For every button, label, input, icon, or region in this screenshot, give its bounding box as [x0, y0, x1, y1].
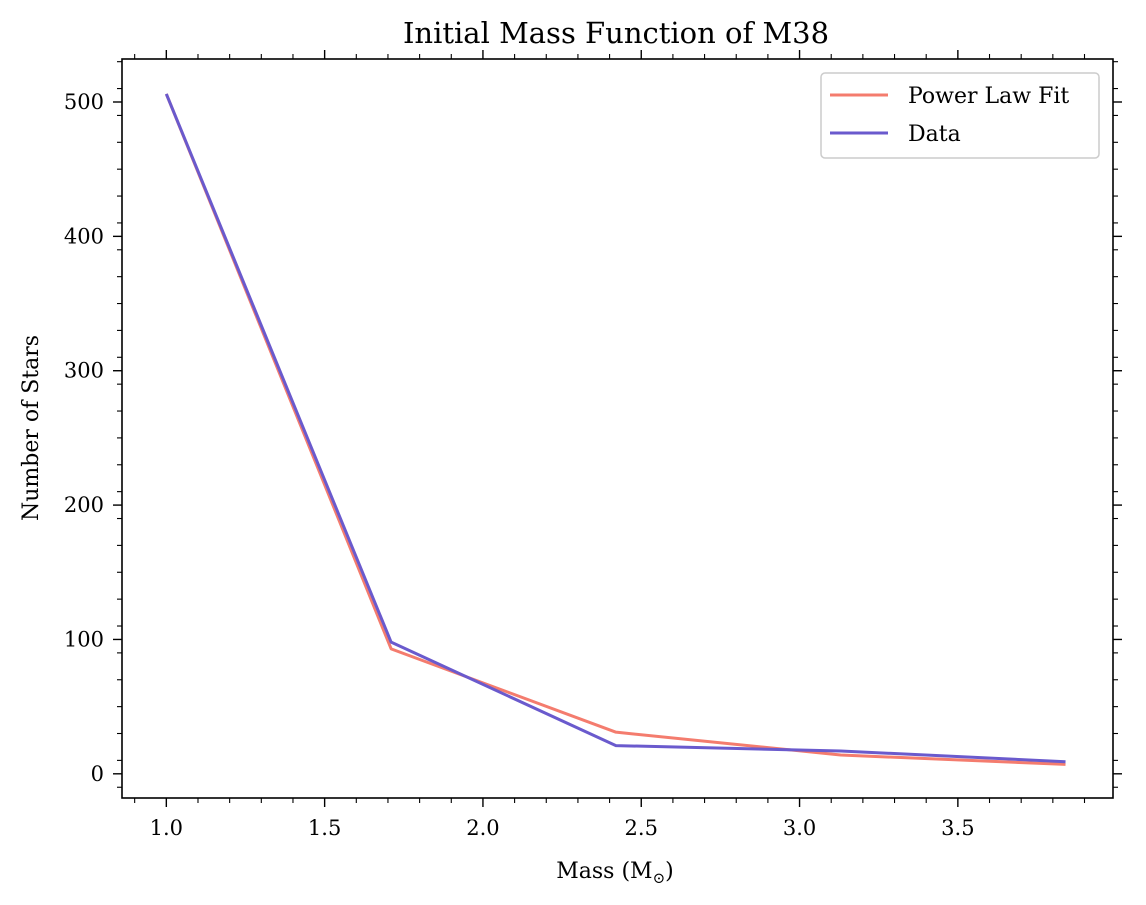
series-line-power-law-fit	[164, 93, 1066, 766]
x-axis-label: Mass (M⊙)	[556, 859, 674, 887]
x-tick-label: 1.0	[150, 816, 183, 840]
y-tick-label: 500	[64, 90, 104, 114]
x-tick-label: 2.0	[466, 816, 499, 840]
legend: Power Law Fit Data	[820, 72, 1100, 159]
x-tick-label: 1.5	[308, 816, 341, 840]
y-tick-label: 200	[64, 493, 104, 517]
legend-frame	[820, 72, 1100, 159]
plot-frame	[121, 58, 1114, 799]
axis-ticks: 1.0 1.5 2.0 2.5 3.0 3.5 0 100 200 300 400 500	[64, 50, 1122, 840]
x-tick-label: 2.5	[625, 816, 658, 840]
x-tick-label: 3.5	[941, 816, 974, 840]
legend-label-power-law-fit: Power Law Fit	[908, 84, 1069, 109]
y-axis-label: Number of Stars	[19, 335, 44, 521]
plot-area	[164, 93, 1066, 766]
y-tick-label: 100	[64, 627, 104, 651]
x-axis-label-main: Mass (M	[556, 859, 652, 884]
y-tick-label: 300	[64, 359, 104, 383]
chart-title: Initial Mass Function of M38	[403, 16, 829, 50]
y-tick-label: 400	[64, 224, 104, 248]
y-tick-label: 0	[91, 762, 104, 786]
x-axis-label-subscript: ⊙	[653, 869, 666, 887]
x-axis-label-close: )	[665, 859, 674, 884]
legend-label-data: Data	[908, 122, 961, 147]
x-tick-label: 3.0	[783, 816, 816, 840]
